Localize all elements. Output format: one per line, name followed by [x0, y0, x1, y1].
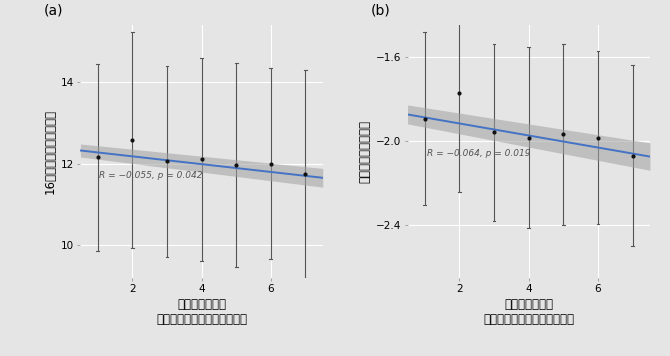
Point: [161, 159, 172, 164]
Point: [127, 137, 138, 143]
Text: (b): (b): [371, 3, 391, 17]
Point: [265, 161, 276, 166]
Point: [419, 116, 430, 121]
X-axis label: 発症年齢の分類
（高数字ほど高い発症年齢）: 発症年齢の分類 （高数字ほど高い発症年齢）: [483, 298, 574, 326]
Point: [196, 157, 207, 162]
Point: [92, 155, 103, 160]
Y-axis label: 16領域のリスクアレル数: 16領域のリスクアレル数: [44, 109, 57, 194]
Text: (a): (a): [44, 3, 64, 17]
Point: [454, 90, 465, 96]
Point: [300, 171, 311, 177]
Point: [523, 135, 534, 141]
Point: [592, 135, 603, 141]
Text: R = −0.064, p = 0.019: R = −0.064, p = 0.019: [427, 149, 530, 158]
Point: [488, 130, 499, 135]
Text: R = −0.055, p = 0.042: R = −0.055, p = 0.042: [99, 171, 203, 180]
Point: [231, 162, 242, 168]
Point: [558, 132, 569, 137]
X-axis label: 発症年齢の分類
（高数字ほど高い発症年齢）: 発症年齢の分類 （高数字ほど高い発症年齢）: [156, 298, 247, 326]
Y-axis label: 遺伝的リスクスコア: 遺伝的リスクスコア: [358, 120, 372, 183]
Point: [627, 153, 638, 158]
